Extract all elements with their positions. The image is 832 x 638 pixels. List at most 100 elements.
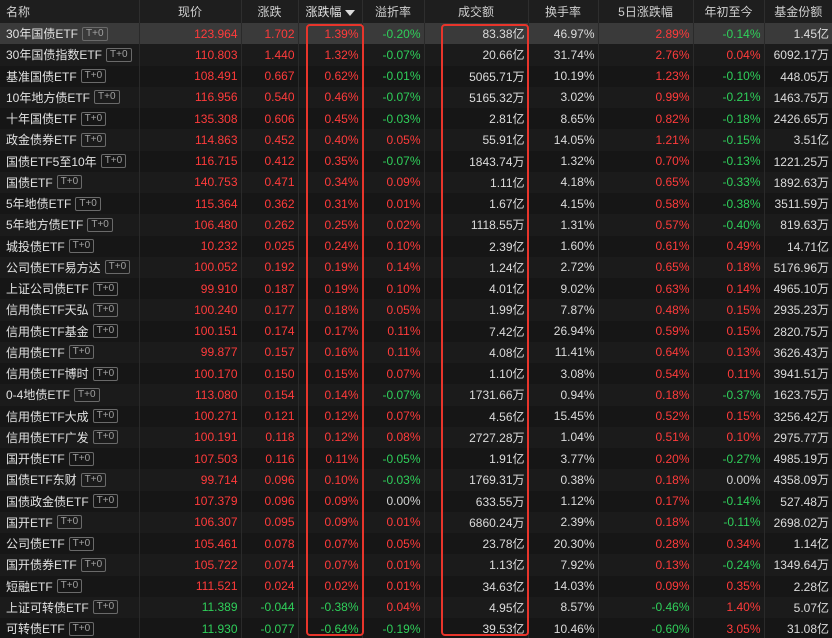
fund-name-cell: 信用债ETF基金 T+0: [0, 321, 139, 342]
fund-name: 5年地债ETF: [6, 197, 72, 212]
change-pct-cell: 0.19%: [297, 278, 362, 300]
table-row[interactable]: 可转债ETF T+0 11.930 -0.077 -0.64% -0.19% 39.53亿 1…: [0, 618, 832, 638]
change-cell: 1.440: [240, 44, 298, 66]
header-fund-shares[interactable]: 基金份额: [763, 0, 832, 23]
volume-cell: 4.01亿: [423, 278, 528, 300]
turnover-cell: 1.04%: [527, 426, 598, 448]
table-row[interactable]: 信用债ETF基金 T+0 100.151 0.174 0.17% 0.11% 7.42亿 26…: [0, 320, 832, 342]
table-row[interactable]: 信用债ETF博时 T+0 100.170 0.150 0.15% 0.07% 1.10亿 3.…: [0, 363, 832, 385]
price-cell: 100.240: [138, 299, 241, 321]
table-row[interactable]: 短融ETF T+0 111.521 0.024 0.02% 0.01% 34.63亿 14.0…: [0, 575, 832, 597]
table-row[interactable]: 城投债ETF T+0 10.232 0.025 0.24% 0.10% 2.39亿 1.60%…: [0, 235, 832, 257]
table-row[interactable]: 上证公司债ETF T+0 99.910 0.187 0.19% 0.10% 4.01亿 9.0…: [0, 278, 832, 300]
turnover-cell: 8.65%: [527, 108, 598, 130]
table-row[interactable]: 上证可转债ETF T+0 11.389 -0.044 -0.38% 0.04% 4.95亿 8…: [0, 596, 832, 618]
table-row[interactable]: 国开债ETF T+0 107.503 0.116 0.11% -0.05% 1.91亿 3.7…: [0, 448, 832, 470]
premium-rate-cell: 0.07%: [361, 405, 424, 427]
change-pct-cell: 0.12%: [297, 405, 362, 427]
table-row[interactable]: 30年国债ETF T+0 123.964 1.702 1.39% -0.20% 83.38亿…: [0, 23, 832, 45]
ytd-cell: 0.18%: [692, 256, 764, 278]
volume-cell: 1731.66万: [423, 384, 528, 406]
table-row[interactable]: 公司债ETF易方达 T+0 100.052 0.192 0.19% 0.14% 1.24亿 2…: [0, 256, 832, 278]
five-day-change-cell: 0.82%: [597, 108, 693, 130]
header-change[interactable]: 涨跌: [240, 0, 298, 23]
header-price[interactable]: 现价: [138, 0, 241, 23]
change-cell: 0.362: [240, 193, 298, 215]
table-row[interactable]: 10年地方债ETF T+0 116.956 0.540 0.46% -0.07% 5165.…: [0, 86, 832, 108]
header-change-pct[interactable]: 涨跌幅: [297, 0, 362, 23]
fund-shares-cell: 3626.43万: [763, 341, 832, 363]
ytd-cell: 0.49%: [692, 235, 764, 257]
change-cell: 0.174: [240, 320, 298, 342]
price-cell: 108.491: [138, 65, 241, 87]
t0-badge: T+0: [92, 494, 119, 509]
turnover-cell: 10.19%: [527, 65, 598, 87]
table-row[interactable]: 30年国债指数ETF T+0 110.803 1.440 1.32% -0.07% 20.6…: [0, 44, 832, 66]
ytd-cell: 0.34%: [692, 533, 764, 555]
ytd-cell: 0.00%: [692, 469, 764, 491]
table-row[interactable]: 十年国债ETF T+0 135.308 0.606 0.45% -0.03% 2.81亿 8.…: [0, 108, 832, 130]
turnover-cell: 46.97%: [527, 23, 598, 45]
change-pct-cell: 0.10%: [297, 469, 362, 491]
change-cell: 0.177: [240, 299, 298, 321]
premium-rate-cell: -0.07%: [361, 44, 424, 66]
header-premium-rate[interactable]: 溢折率: [361, 0, 424, 23]
premium-rate-cell: -0.07%: [361, 150, 424, 172]
turnover-cell: 15.45%: [527, 405, 598, 427]
table-row[interactable]: 信用债ETF天弘 T+0 100.240 0.177 0.18% 0.05% 1.99亿 7.…: [0, 299, 832, 321]
turnover-cell: 4.18%: [527, 171, 598, 193]
fund-name: 国债ETF: [6, 175, 53, 190]
t0-badge: T+0: [92, 281, 119, 296]
t0-badge: T+0: [68, 239, 95, 254]
price-cell: 106.307: [138, 511, 241, 533]
premium-rate-cell: 0.08%: [361, 426, 424, 448]
table-row[interactable]: 国债ETF东财 T+0 99.714 0.096 0.10% -0.03% 1769.31万…: [0, 469, 832, 491]
fund-name: 国开ETF: [6, 515, 53, 530]
premium-rate-cell: 0.00%: [361, 490, 424, 512]
table-row[interactable]: 信用债ETF大成 T+0 100.271 0.121 0.12% 0.07% 4.56亿 15…: [0, 405, 832, 427]
volume-cell: 2.81亿: [423, 108, 528, 130]
fund-shares-cell: 4985.19万: [763, 448, 832, 470]
fund-name-cell: 上证公司债ETF T+0: [0, 278, 139, 299]
fund-name-cell: 信用债ETF天弘 T+0: [0, 299, 139, 320]
table-row[interactable]: 国开债券ETF T+0 105.722 0.074 0.07% 0.01% 1.13亿 7.9…: [0, 554, 832, 576]
table-row[interactable]: 信用债ETF T+0 99.877 0.157 0.16% 0.11% 4.08亿 11.41…: [0, 341, 832, 363]
ytd-cell: -0.27%: [692, 448, 764, 470]
price-cell: 100.052: [138, 256, 241, 278]
price-cell: 115.364: [138, 193, 241, 215]
premium-rate-cell: 0.01%: [361, 554, 424, 576]
header-turnover[interactable]: 换手率: [527, 0, 598, 23]
table-row[interactable]: 国债政金债ETF T+0 107.379 0.096 0.09% 0.00% 633.55万…: [0, 490, 832, 512]
t0-badge: T+0: [92, 430, 119, 445]
fund-shares-cell: 2.28亿: [763, 575, 832, 597]
change-pct-cell: 0.17%: [297, 320, 362, 342]
fund-name-cell: 政金债券ETF T+0: [0, 129, 139, 150]
fund-shares-cell: 4358.09万: [763, 469, 832, 491]
fund-name-cell: 城投债ETF T+0: [0, 236, 139, 257]
change-pct-cell: 0.11%: [297, 448, 362, 470]
header-volume[interactable]: 成交额: [423, 0, 528, 23]
t0-badge: T+0: [80, 557, 107, 572]
header-ytd[interactable]: 年初至今: [692, 0, 764, 23]
header-name[interactable]: 名称: [6, 5, 31, 19]
table-row[interactable]: 0-4地债ETF T+0 113.080 0.154 0.14% -0.07% 1731.6…: [0, 384, 832, 406]
table-row[interactable]: 国债ETF5至10年 T+0 116.715 0.412 0.35% -0.07% 1843…: [0, 150, 832, 172]
change-cell: 0.667: [240, 65, 298, 87]
fund-shares-cell: 819.63万: [763, 214, 832, 236]
table-row[interactable]: 信用债ETF广发 T+0 100.191 0.118 0.12% 0.08% 2727.28…: [0, 426, 832, 448]
table-row[interactable]: 基准国债ETF T+0 108.491 0.667 0.62% -0.01% 5065.71…: [0, 65, 832, 87]
table-row[interactable]: 国开ETF T+0 106.307 0.095 0.09% 0.01% 6860.24万 2.…: [0, 511, 832, 533]
header-5day-change[interactable]: 5日涨跌幅: [597, 0, 693, 23]
change-pct-cell: 0.16%: [297, 341, 362, 363]
table-row[interactable]: 5年地方债ETF T+0 106.480 0.262 0.25% 0.02% 1118.55…: [0, 214, 832, 236]
premium-rate-cell: 0.05%: [361, 533, 424, 555]
table-row[interactable]: 5年地债ETF T+0 115.364 0.362 0.31% 0.01% 1.67亿 4.1…: [0, 193, 832, 215]
table-row[interactable]: 国债ETF T+0 140.753 0.471 0.34% 0.09% 1.11亿 4.18%…: [0, 171, 832, 193]
volume-cell: 6860.24万: [423, 511, 528, 533]
table-row[interactable]: 政金债券ETF T+0 114.863 0.452 0.40% 0.05% 55.91亿 14…: [0, 129, 832, 151]
fund-shares-cell: 3511.59万: [763, 193, 832, 215]
change-pct-cell: 0.14%: [297, 384, 362, 406]
five-day-change-cell: 0.58%: [597, 193, 693, 215]
table-row[interactable]: 公司债ETF T+0 105.461 0.078 0.07% 0.05% 23.78亿 20.…: [0, 533, 832, 555]
change-pct-cell: 0.40%: [297, 129, 362, 151]
